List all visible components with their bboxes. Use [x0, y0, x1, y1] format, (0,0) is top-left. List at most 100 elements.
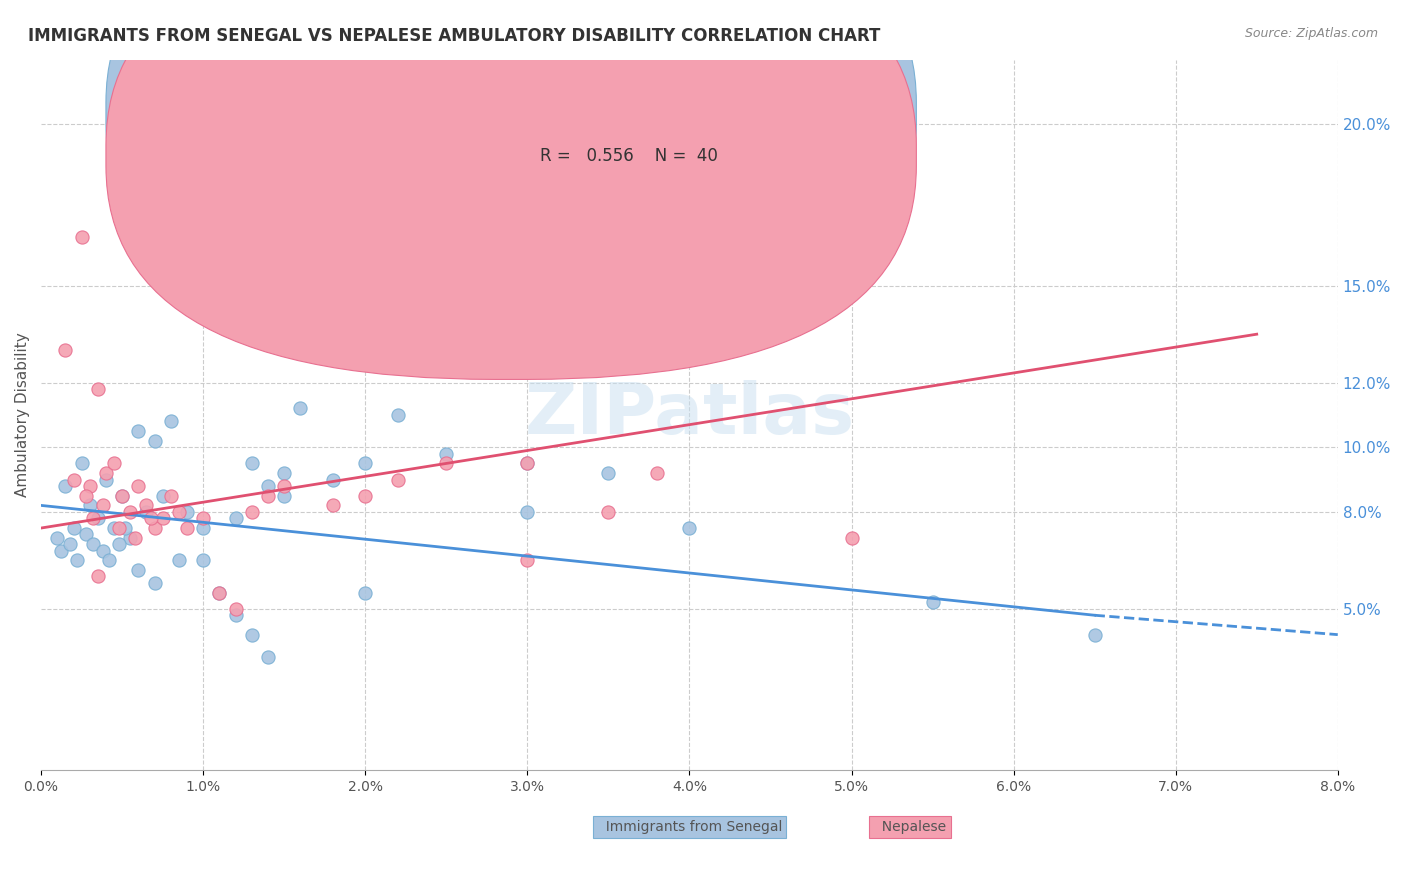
Point [208, 585, 231, 599]
Point [141, 511, 163, 525]
Point [66, 553, 89, 567]
Point [62, 521, 84, 535]
Point [193, 553, 215, 567]
Point [143, 521, 166, 535]
Point [79, 499, 101, 513]
Point [921, 595, 943, 609]
Point [208, 585, 231, 599]
Point [841, 531, 863, 545]
Point [167, 553, 190, 567]
Point [120, 505, 142, 519]
Point [434, 457, 457, 471]
Text: Nepalese: Nepalese [873, 820, 946, 834]
Point [354, 489, 377, 503]
Point [135, 505, 157, 519]
Point [143, 434, 166, 448]
Point [354, 457, 377, 471]
Point [76, 527, 98, 541]
Point [46, 531, 69, 545]
Point [62, 473, 84, 487]
Point [55, 479, 77, 493]
Point [127, 563, 149, 577]
Point [225, 602, 247, 616]
Point [87, 569, 110, 583]
Point [548, 294, 571, 309]
Point [273, 489, 295, 503]
Point [598, 505, 620, 519]
Point [124, 531, 146, 545]
Point [98, 553, 121, 567]
Point [240, 505, 263, 519]
Point [135, 499, 157, 513]
Point [55, 343, 77, 358]
Point [273, 466, 295, 480]
Point [159, 489, 181, 503]
Point [152, 489, 174, 503]
Point [516, 457, 538, 471]
Point [322, 473, 344, 487]
Point [598, 466, 620, 480]
Point [176, 521, 198, 535]
Point [127, 424, 149, 438]
Point [108, 521, 131, 535]
Point [516, 505, 538, 519]
Point [167, 505, 190, 519]
Point [94, 466, 117, 480]
Point [114, 521, 136, 535]
FancyBboxPatch shape [105, 0, 917, 379]
Text: IMMIGRANTS FROM SENEGAL VS NEPALESE AMBULATORY DISABILITY CORRELATION CHART: IMMIGRANTS FROM SENEGAL VS NEPALESE AMBU… [28, 27, 880, 45]
Point [111, 489, 134, 503]
Text: Source: ZipAtlas.com: Source: ZipAtlas.com [1244, 27, 1378, 40]
Text: R =   0.556    N =  40: R = 0.556 N = 40 [540, 146, 718, 164]
Point [645, 466, 668, 480]
Point [193, 511, 215, 525]
FancyBboxPatch shape [105, 0, 917, 337]
Point [79, 479, 101, 493]
Text: R =  -0.190    N =  51: R = -0.190 N = 51 [540, 103, 718, 122]
Point [387, 473, 409, 487]
Point [103, 521, 125, 535]
FancyBboxPatch shape [470, 81, 910, 202]
Point [273, 479, 295, 493]
Point [678, 521, 700, 535]
Point [143, 576, 166, 591]
Point [176, 505, 198, 519]
Point [152, 511, 174, 525]
Point [225, 511, 247, 525]
Point [70, 457, 93, 471]
Point [240, 457, 263, 471]
Point [290, 401, 312, 416]
Y-axis label: Ambulatory Disability: Ambulatory Disability [15, 333, 30, 498]
Point [354, 585, 377, 599]
Point [111, 489, 134, 503]
Point [387, 408, 409, 422]
Text: Immigrants from Senegal: Immigrants from Senegal [596, 820, 782, 834]
Point [87, 382, 110, 396]
Point [240, 627, 263, 641]
Point [516, 553, 538, 567]
Point [108, 537, 131, 551]
Point [434, 447, 457, 461]
Point [103, 457, 125, 471]
Point [82, 537, 104, 551]
Point [127, 479, 149, 493]
Point [516, 457, 538, 471]
Point [70, 230, 93, 244]
Point [1084, 627, 1107, 641]
Point [91, 543, 114, 558]
Point [159, 414, 181, 428]
Point [87, 511, 110, 525]
Point [193, 521, 215, 535]
Point [94, 473, 117, 487]
Text: ZIPatlas: ZIPatlas [524, 381, 855, 450]
Point [49, 543, 72, 558]
Point [322, 499, 344, 513]
Point [76, 489, 98, 503]
Point [257, 489, 280, 503]
Point [91, 499, 114, 513]
Point [257, 479, 280, 493]
Point [82, 511, 104, 525]
Point [120, 531, 142, 545]
Point [225, 608, 247, 623]
Point [59, 537, 82, 551]
